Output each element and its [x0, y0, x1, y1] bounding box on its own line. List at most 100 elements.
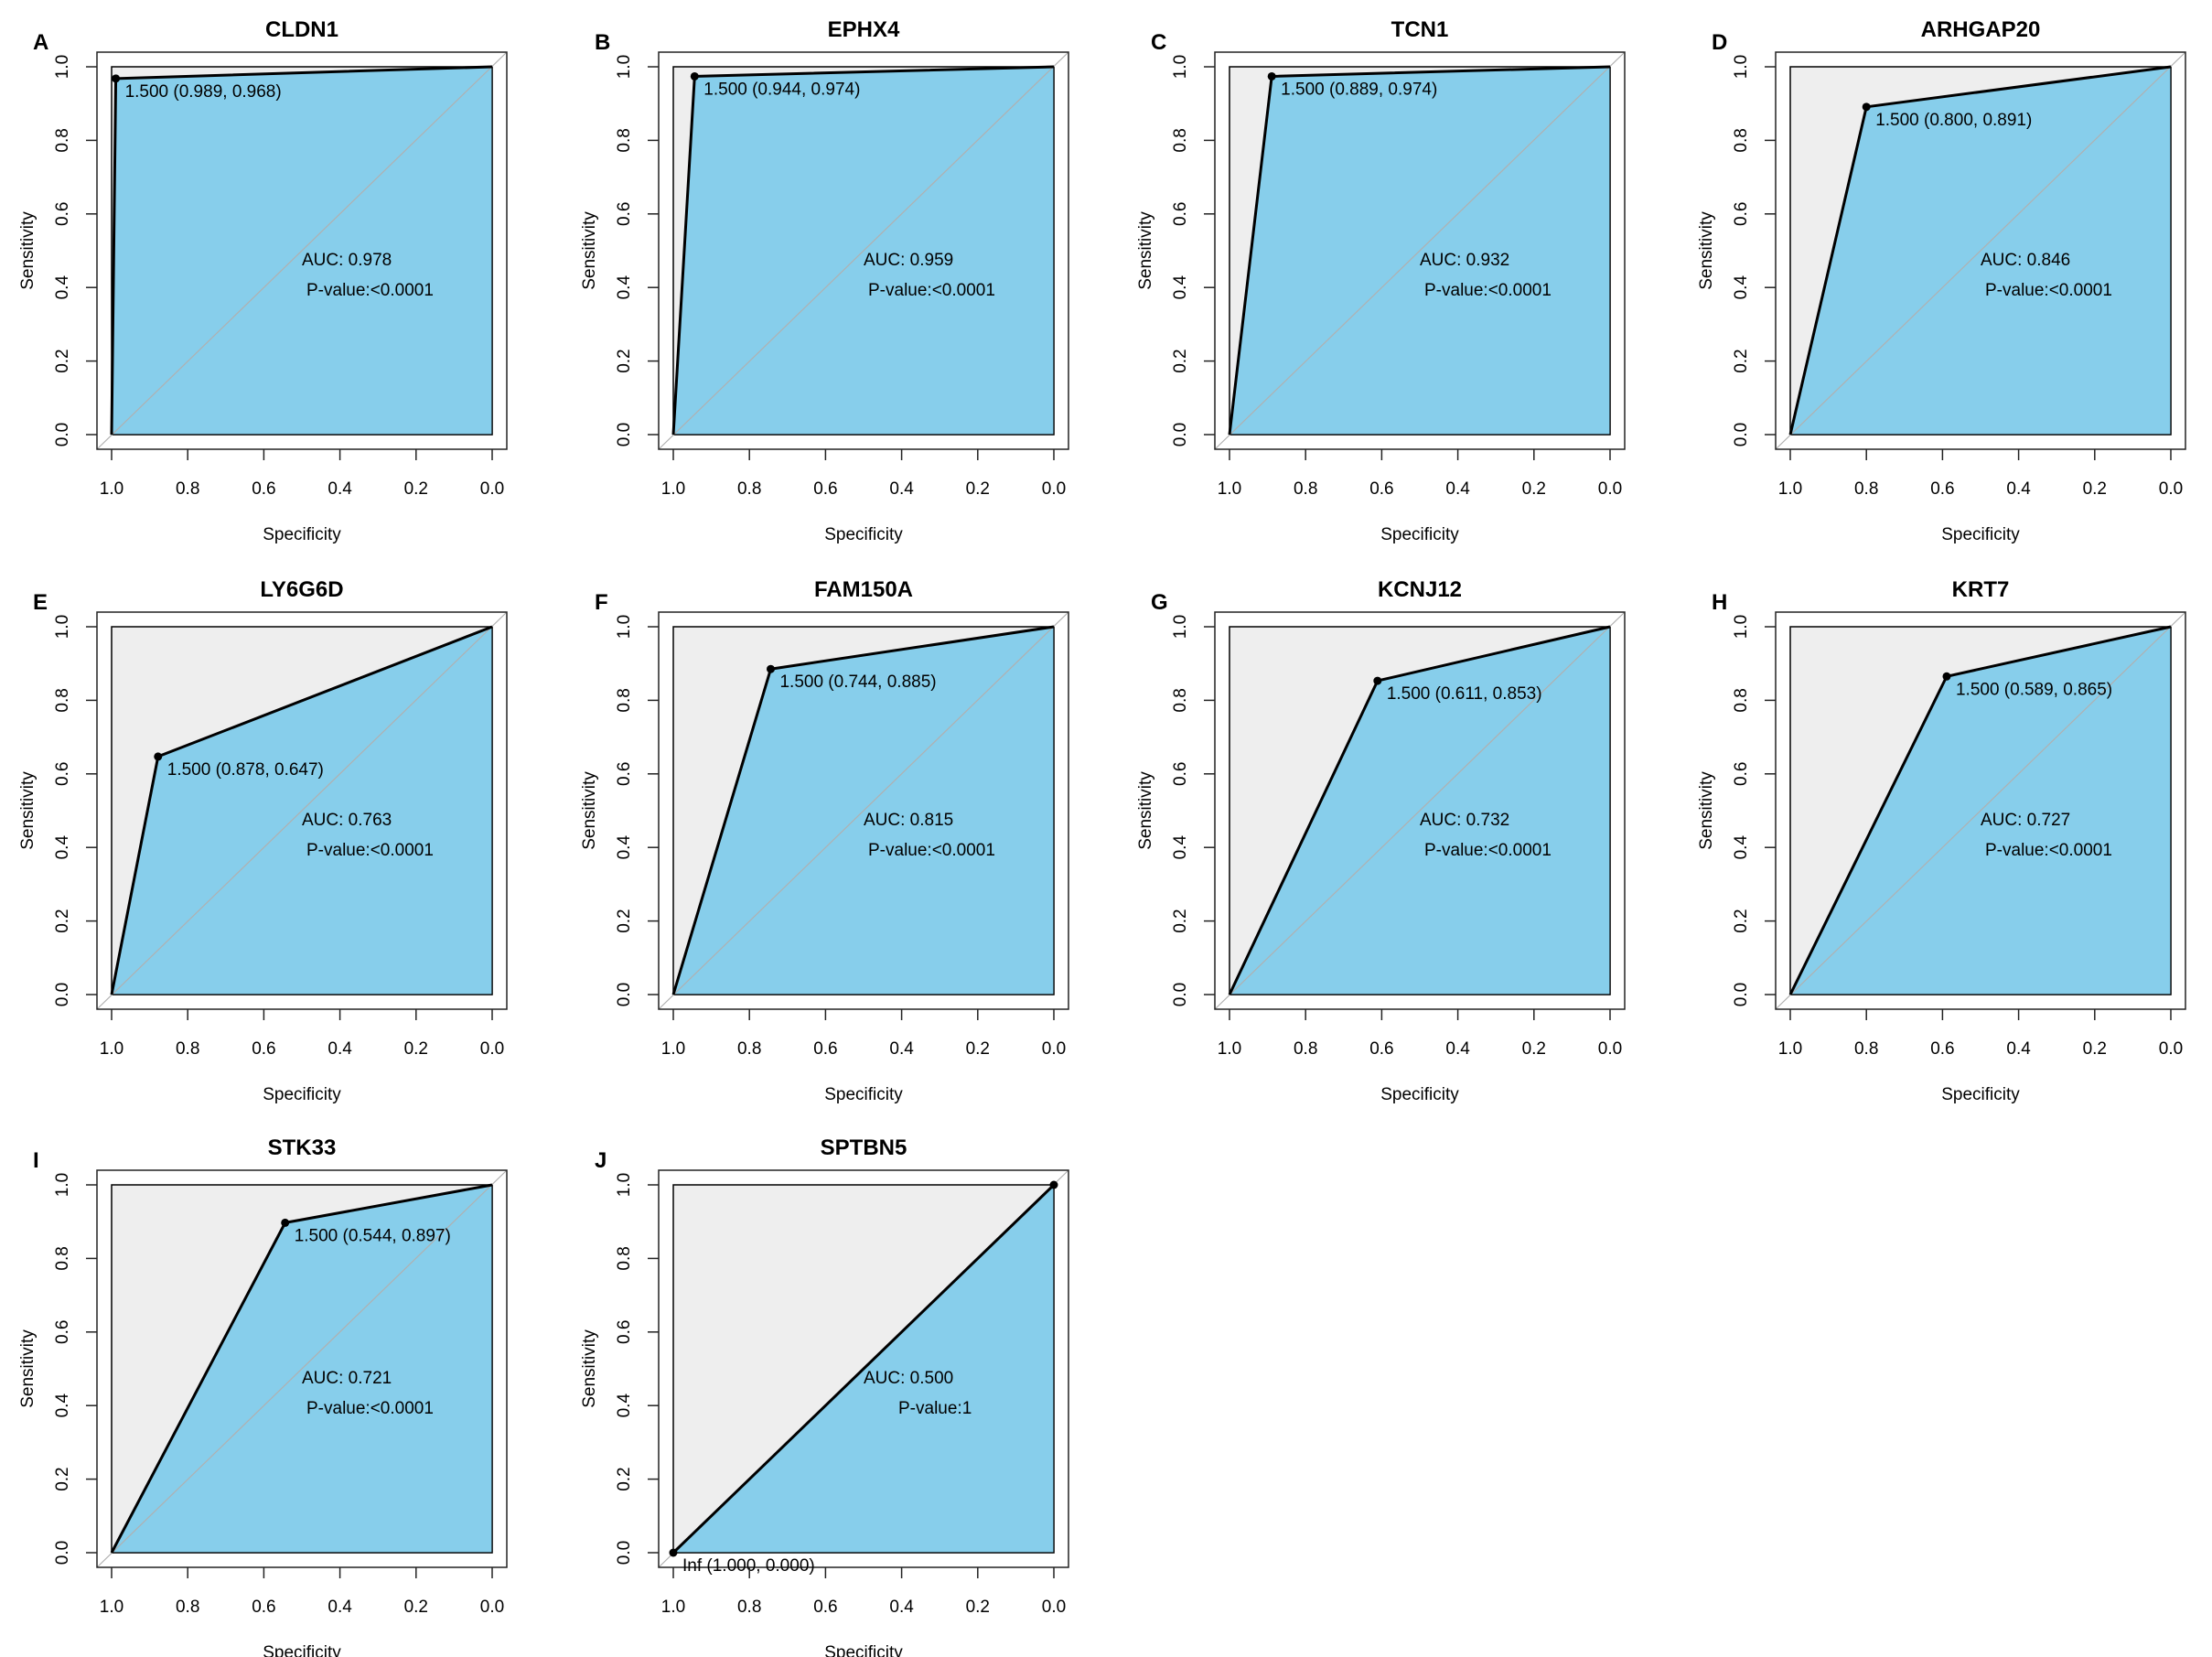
x-tick-label: 0.4: [2006, 1039, 2031, 1059]
panel-title: EPHX4: [828, 17, 900, 42]
x-tick-label: 0.8: [1294, 479, 1317, 499]
panel-letter: B: [595, 30, 610, 55]
auc-label: AUC: 0.846: [1981, 251, 2070, 270]
y-tick-label: 0.6: [53, 202, 72, 226]
x-tick-label: 0.6: [1369, 1039, 1393, 1059]
y-tick-label: 0.4: [615, 275, 634, 300]
x-tick-label: 0.0: [1598, 479, 1622, 499]
auc-label: AUC: 0.763: [302, 811, 392, 830]
plot-frame: [96, 1169, 508, 1568]
x-tick-label: 1.0: [661, 1039, 685, 1059]
auc-label: AUC: 0.932: [1420, 251, 1509, 270]
threshold-point: [112, 74, 121, 83]
x-tick-label: 0.4: [889, 1039, 914, 1059]
y-tick-label: 0.6: [1171, 762, 1190, 786]
y-axis-label: Sensitivity: [1136, 211, 1155, 290]
x-tick-label: 1.0: [1778, 1039, 1802, 1059]
y-tick-label: 0.2: [615, 349, 634, 372]
auc-label: AUC: 0.959: [864, 251, 953, 270]
plot-frame: [1775, 51, 2186, 450]
x-tick-label: 1.0: [100, 1598, 123, 1617]
x-tick-label: 1.0: [661, 479, 685, 499]
p-value-label: P-value:<0.0001: [1424, 841, 1552, 860]
y-tick-label: 0.4: [53, 1393, 72, 1418]
x-tick-label: 0.6: [252, 1039, 275, 1059]
roc-panel-f: F FAM150A 1.500 (0.744, 0.885) AUC: 0.815 P-…: [580, 577, 1069, 1104]
threshold-label: 1.500 (0.989, 0.968): [125, 82, 282, 102]
y-tick-label: 0.4: [1171, 835, 1190, 860]
threshold-point: [669, 1548, 678, 1557]
x-tick-label: 0.8: [1854, 1039, 1878, 1059]
x-axis-label: Specificity: [1380, 525, 1459, 544]
y-tick-label: 0.2: [615, 909, 634, 932]
p-value-label: P-value:<0.0001: [306, 841, 434, 860]
threshold-label: 1.500 (0.889, 0.974): [1281, 80, 1437, 99]
x-axis-label: Specificity: [824, 525, 903, 544]
panel-letter: E: [33, 590, 48, 615]
panel-title: SPTBN5: [821, 1135, 907, 1160]
x-tick-label: 0.6: [1930, 479, 1954, 499]
auc-label: AUC: 0.815: [864, 811, 953, 830]
threshold-point: [1267, 71, 1276, 81]
y-axis-label: Sensitivity: [1697, 771, 1716, 850]
y-tick-label: 0.6: [53, 762, 72, 786]
threshold-point: [154, 752, 163, 761]
threshold-label: 1.500 (0.800, 0.891): [1875, 111, 2032, 130]
panel-title: CLDN1: [265, 17, 338, 42]
threshold-label: 1.500 (0.944, 0.974): [703, 80, 860, 99]
auc-label: AUC: 0.500: [864, 1369, 953, 1388]
y-axis-label: Sensitivity: [1136, 771, 1155, 850]
auc-label: AUC: 0.727: [1981, 811, 2070, 830]
y-tick-label: 0.8: [615, 1246, 634, 1270]
p-value-label: P-value:<0.0001: [868, 841, 995, 860]
y-tick-label: 1.0: [1171, 615, 1190, 639]
reference-diagonal: [1214, 611, 1626, 1010]
x-tick-label: 0.0: [1042, 479, 1066, 499]
x-tick-label: 0.8: [176, 1039, 199, 1059]
y-tick-label: 1.0: [1732, 55, 1751, 79]
x-tick-label: 0.4: [1445, 479, 1470, 499]
y-tick-label: 0.2: [1732, 349, 1751, 372]
x-tick-label: 0.8: [1294, 1039, 1317, 1059]
threshold-point: [1942, 672, 1951, 681]
panel-letter: D: [1712, 30, 1727, 55]
x-tick-label: 0.2: [2083, 479, 2107, 499]
threshold-label: 1.500 (0.878, 0.647): [167, 760, 324, 780]
y-tick-label: 0.0: [615, 423, 634, 447]
x-tick-label: 0.4: [328, 1039, 352, 1059]
panel-letter: F: [595, 590, 608, 615]
y-tick-label: 1.0: [615, 1173, 634, 1197]
y-tick-label: 1.0: [1171, 55, 1190, 79]
y-tick-label: 0.0: [1171, 983, 1190, 1006]
reference-diagonal: [96, 51, 508, 450]
p-value-label: P-value:<0.0001: [1985, 281, 2112, 300]
y-axis-label: Sensitivity: [1697, 211, 1716, 290]
y-tick-label: 0.2: [1171, 909, 1190, 932]
y-tick-label: 0.2: [53, 1467, 72, 1490]
reference-diagonal: [658, 611, 1069, 1010]
y-tick-label: 0.6: [615, 762, 634, 786]
y-tick-label: 0.4: [615, 835, 634, 860]
reference-diagonal: [1775, 51, 2186, 450]
roc-panel-h: H KRT7 1.500 (0.589, 0.865) AUC: 0.727 P-val…: [1697, 577, 2186, 1104]
x-axis-label: Specificity: [263, 1643, 341, 1657]
x-tick-label: 0.6: [813, 479, 837, 499]
y-tick-label: 0.4: [1732, 275, 1751, 300]
x-tick-label: 0.2: [404, 1039, 428, 1059]
plot-frame: [658, 1169, 1069, 1568]
panel-title: KRT7: [1952, 577, 2010, 602]
y-axis-label: Sensitivity: [18, 771, 38, 850]
auc-label: AUC: 0.732: [1420, 811, 1509, 830]
reference-diagonal: [1775, 611, 2186, 1010]
x-tick-label: 0.2: [404, 479, 428, 499]
x-tick-label: 0.6: [252, 479, 275, 499]
x-tick-label: 0.0: [480, 1598, 504, 1617]
roc-curve: [671, 1183, 1056, 1555]
threshold-point: [690, 71, 699, 81]
y-tick-label: 0.8: [1732, 688, 1751, 712]
y-tick-label: 1.0: [53, 615, 72, 639]
x-tick-label: 1.0: [1218, 1039, 1241, 1059]
roc-panel-d: D ARHGAP20 1.500 (0.800, 0.891) AUC: 0.846 P…: [1697, 17, 2186, 544]
x-tick-label: 0.0: [2159, 479, 2183, 499]
y-axis-label: Sensitivity: [18, 1329, 38, 1408]
